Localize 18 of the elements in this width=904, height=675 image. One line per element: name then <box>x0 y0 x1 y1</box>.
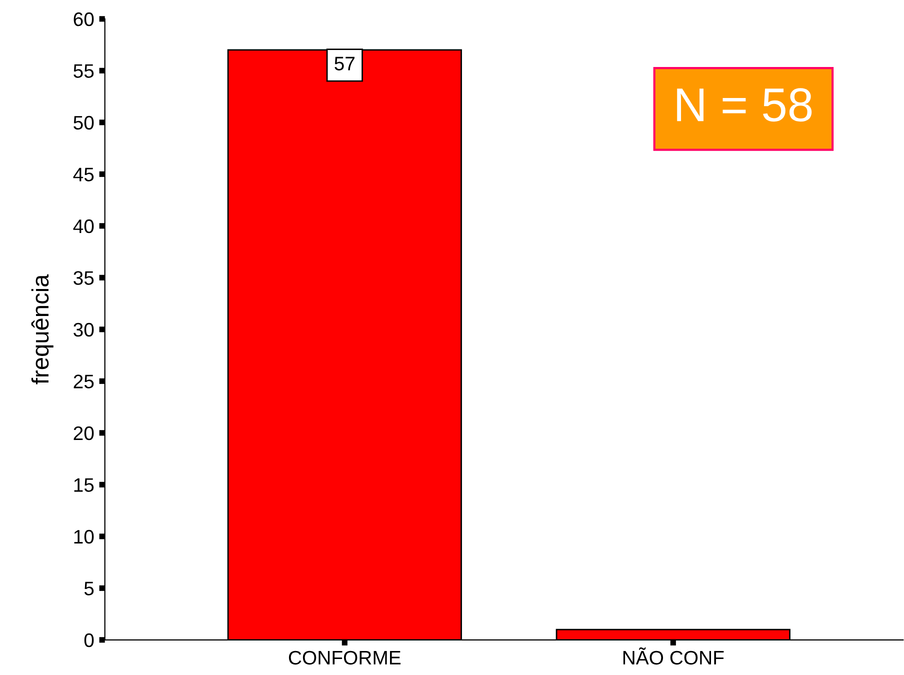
y-tick-label: 25 <box>74 374 94 388</box>
y-tick-label: 50 <box>74 116 94 130</box>
y-tick-label: 20 <box>74 426 94 440</box>
y-tick-label: 15 <box>74 478 94 492</box>
y-tick-label: 60 <box>74 12 94 26</box>
y-tick-label: 40 <box>73 219 94 234</box>
data-label: 57 <box>334 56 354 70</box>
y-tick-label: 55 <box>74 64 94 78</box>
y-tick-label: 35 <box>74 271 94 285</box>
y-tick-label: 30 <box>74 322 94 337</box>
y-tick-label: 5 <box>84 582 94 596</box>
annotation: N = 58 <box>677 88 812 122</box>
y-tick-label: 0 <box>84 633 94 648</box>
y-axis-title: frequência <box>31 274 54 384</box>
y-tick-label: 45 <box>73 168 94 182</box>
x-tick-label: CONFORME <box>288 650 401 665</box>
x-tick-label: NÃO CONF <box>623 647 724 665</box>
y-tick-label: 10 <box>74 530 94 544</box>
